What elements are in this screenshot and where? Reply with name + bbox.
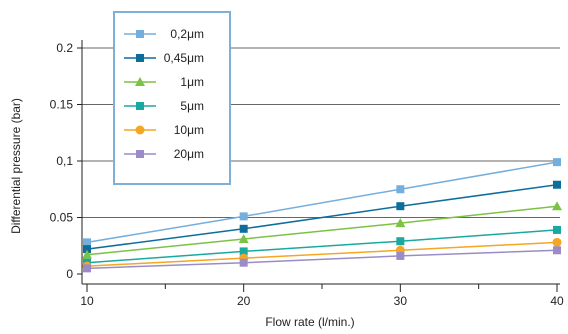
legend-item: 0,45μm bbox=[124, 51, 204, 65]
y-tick-label: 0 bbox=[66, 267, 73, 281]
series-group bbox=[83, 158, 561, 247]
legend-label: 20μm bbox=[174, 147, 204, 161]
data-point bbox=[553, 225, 561, 234]
data-point bbox=[83, 238, 91, 247]
data-point bbox=[238, 233, 249, 243]
series-line bbox=[86, 241, 558, 267]
legend-marker bbox=[136, 102, 144, 110]
x-tick-label: 40 bbox=[550, 294, 564, 308]
y-tick-label: 0.2 bbox=[56, 41, 73, 55]
data-point bbox=[553, 180, 561, 189]
data-point bbox=[553, 158, 561, 167]
legend-item: 0,2μm bbox=[124, 27, 204, 41]
data-point bbox=[82, 249, 92, 259]
series-line bbox=[86, 161, 558, 244]
legend-marker bbox=[136, 30, 144, 38]
legend-item: 5μm bbox=[124, 99, 204, 113]
y-tick-label: 0,1 bbox=[56, 154, 73, 168]
data-point bbox=[83, 245, 91, 254]
x-axis-title: Flow rate (l/min.) bbox=[265, 315, 354, 329]
series-line bbox=[86, 205, 558, 256]
legend-marker bbox=[136, 150, 144, 158]
data-point bbox=[396, 202, 405, 211]
data-point bbox=[553, 246, 561, 255]
data-point bbox=[552, 237, 562, 247]
legend: 0,2μm 0,45μm 1μm 5μm 10μm 20μm bbox=[113, 11, 231, 185]
legend-label: 1μm bbox=[180, 75, 204, 89]
data-point bbox=[83, 264, 91, 273]
y-tick-label: 0.15 bbox=[50, 98, 74, 112]
legend-label: 0,2μm bbox=[170, 27, 204, 41]
x-tick-label: 20 bbox=[237, 294, 251, 308]
series-group bbox=[83, 246, 561, 273]
legend-label: 0,45μm bbox=[164, 51, 204, 65]
data-point bbox=[552, 201, 562, 211]
legend-marker bbox=[135, 77, 145, 86]
series-group bbox=[83, 180, 561, 254]
legend-label: 5μm bbox=[180, 99, 204, 113]
data-point bbox=[396, 251, 405, 260]
legend-box bbox=[113, 11, 231, 185]
legend-item: 10μm bbox=[124, 123, 204, 137]
series-group bbox=[82, 201, 562, 259]
legend-item: 1μm bbox=[124, 75, 204, 89]
legend-marker bbox=[136, 54, 144, 62]
series-layer bbox=[82, 158, 562, 273]
legend-marker bbox=[135, 125, 145, 135]
legend-item: 20μm bbox=[124, 147, 204, 161]
series-line bbox=[86, 229, 558, 264]
x-tick-label: 10 bbox=[80, 294, 94, 308]
data-point bbox=[396, 185, 405, 194]
y-axis-title: Differential pressure (bar) bbox=[9, 98, 23, 234]
data-point bbox=[239, 212, 248, 221]
legend-label: 10μm bbox=[174, 123, 204, 137]
data-point bbox=[239, 247, 248, 256]
data-point bbox=[239, 224, 248, 233]
y-tick-label: 0.05 bbox=[50, 211, 74, 225]
x-tick-label: 30 bbox=[394, 294, 408, 308]
data-point bbox=[239, 258, 248, 267]
data-point bbox=[396, 237, 405, 246]
x-ticks: 10 20 30 40 bbox=[80, 284, 564, 308]
series-line bbox=[86, 183, 558, 250]
series-line bbox=[86, 249, 558, 270]
data-point bbox=[395, 218, 406, 228]
legend-items: 0,2μm 0,45μm 1μm 5μm 10μm 20μm bbox=[124, 27, 204, 161]
y-ticks: 0 0.05 0,1 0.15 0.2 bbox=[50, 41, 82, 281]
